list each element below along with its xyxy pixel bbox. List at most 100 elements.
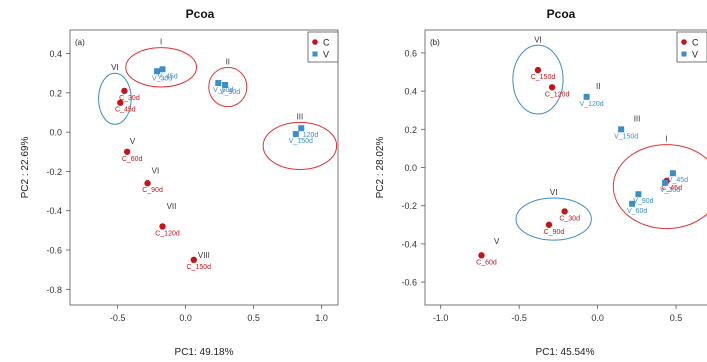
point-label: C_30d <box>559 215 580 222</box>
legend-marker <box>681 51 687 57</box>
y-tick-label: 0.2 <box>49 88 62 98</box>
point-label: V_60d <box>627 208 647 215</box>
x-tick-label: 0.5 <box>670 313 683 323</box>
point-label: V_120d <box>294 132 318 139</box>
point-label: V_30d <box>660 187 680 194</box>
y-tick-label: -0.6 <box>401 278 417 288</box>
y-tick-label: -0.4 <box>401 239 417 249</box>
y-tick-label: -0.6 <box>46 246 62 256</box>
panel-label: (a) <box>75 38 85 47</box>
panel-1: Pcoa (a) -0.8 -0.6 -0.4 -0.2 0.0 0.2 0.4 -0.5 0.0 0… <box>20 7 339 358</box>
panel-2: Pcoa (b) -0.6 -0.4 -0.2 0.0 0.2 0.4 0.6 -1.0 -0.5 0… <box>375 7 707 358</box>
point-label: C_45d <box>115 107 136 114</box>
group-ellipse <box>515 197 592 241</box>
chart-title: Pcoa <box>186 7 215 21</box>
data-point-v <box>635 191 642 198</box>
x-axis-label: PC1: 49.18% <box>175 347 234 358</box>
group-numeral: VI <box>111 63 119 72</box>
group-numeral: VI <box>534 35 542 44</box>
legend-label: V <box>692 50 698 60</box>
x-tick-label: -1.0 <box>433 313 449 323</box>
point-label: C_90d <box>544 229 565 236</box>
data-point-v <box>159 66 166 73</box>
x-tick-label: -0.5 <box>110 313 126 323</box>
group-ellipse <box>98 72 132 125</box>
group-numeral: III <box>634 115 641 124</box>
data-point-c <box>190 256 197 264</box>
legend-label: C <box>323 38 330 48</box>
data-point-c <box>548 84 556 91</box>
point-label: V_150d <box>614 133 638 140</box>
y-tick-label: 0.0 <box>404 163 417 173</box>
data-point-c <box>117 99 124 106</box>
y-tick-label: 0.4 <box>404 87 417 97</box>
group-ellipse <box>208 66 248 108</box>
point-label: V_45d <box>157 73 177 80</box>
point-label: C_60d <box>122 156 143 163</box>
legend-box <box>307 31 339 63</box>
point-label: C_120d <box>545 91 570 98</box>
x-tick-label: 0.0 <box>179 313 192 323</box>
point-label: V_30d <box>152 75 172 82</box>
point-label: C_30d <box>119 95 140 102</box>
data-point-v <box>618 126 625 133</box>
point-label: V_120d <box>580 101 604 108</box>
legend-label: V <box>323 50 329 60</box>
x-tick-label: 0.0 <box>591 313 604 323</box>
data-point-c <box>478 252 485 259</box>
y-tick-label: 0.2 <box>404 125 417 135</box>
x-tick-label: 0.5 <box>247 313 260 323</box>
group-numeral: VI <box>550 188 558 197</box>
data-point-v <box>583 93 590 100</box>
data-point-v <box>662 179 669 186</box>
y-axis-label: PC2 : 22.69% <box>20 137 31 199</box>
legend-box <box>676 31 707 63</box>
group-numeral: I <box>160 38 162 47</box>
legend-marker <box>312 51 318 57</box>
group-numeral: II <box>596 82 600 91</box>
y-tick-label: 0.6 <box>404 48 417 58</box>
plot-frame <box>424 29 707 306</box>
data-point-c <box>123 148 131 155</box>
data-point-c <box>121 87 128 95</box>
point-label: V_150d <box>289 138 313 145</box>
panel-label: (b) <box>430 38 440 47</box>
point-label: C_45d <box>661 185 682 192</box>
data-point-c <box>561 208 568 215</box>
data-point-v <box>298 125 305 132</box>
point-label: C_150d <box>187 264 212 271</box>
data-point-c <box>545 221 553 228</box>
point-label: C_120d <box>155 230 180 237</box>
group-ellipse <box>262 121 338 170</box>
group-numeral: III <box>297 112 304 121</box>
data-point-v <box>222 82 229 88</box>
group-ellipse <box>612 144 707 230</box>
x-tick-label: 1.0 <box>315 313 328 323</box>
y-tick-label: -0.2 <box>46 167 62 177</box>
point-label: V_90d <box>220 89 240 96</box>
y-tick-label: 0.4 <box>49 49 62 59</box>
group-ellipse <box>125 47 198 88</box>
y-tick-label: -0.8 <box>46 285 62 295</box>
point-label: V_60d <box>213 87 233 94</box>
data-point-v <box>215 80 222 87</box>
data-point-c <box>159 223 166 230</box>
group-numeral: II <box>226 57 230 66</box>
data-point-c <box>534 66 542 74</box>
group-numeral: VII <box>167 202 177 211</box>
legend-label: C <box>692 38 699 48</box>
point-label: V_90d <box>633 198 653 205</box>
point-label: C_90d <box>142 187 163 194</box>
data-point-v <box>669 170 676 177</box>
y-axis-label: PC2 : 28.02% <box>375 137 386 199</box>
plot-frame <box>69 29 339 306</box>
legend-marker <box>312 39 318 45</box>
group-numeral: V <box>130 137 136 146</box>
group-numeral: V <box>494 237 500 246</box>
group-numeral: I <box>666 135 668 144</box>
group-numeral: VI <box>152 166 160 175</box>
data-point-c <box>144 180 151 187</box>
point-label: C_60d <box>476 259 497 266</box>
chart-title: Pcoa <box>547 7 576 21</box>
